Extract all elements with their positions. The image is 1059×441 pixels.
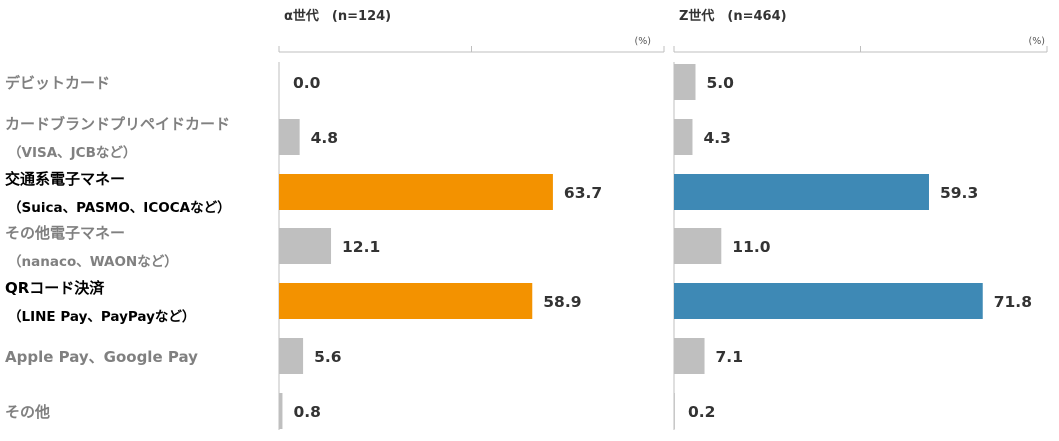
- bar: [674, 283, 983, 319]
- bar: [279, 174, 553, 210]
- series-title: Z世代 (n=464): [679, 8, 787, 24]
- panel-z: Z世代 (n=464) (%) 5.0 4.3 59.3 11.0 71.8 7.1 0.2: [673, 8, 1048, 430]
- category-label: Apple Pay、Google Pay: [5, 348, 198, 366]
- bar: [674, 174, 929, 210]
- category-label: カードブランドプリペイドカード: [5, 115, 230, 133]
- category-sublabel: （LINE Pay、PayPayなど）: [8, 309, 195, 325]
- data-label: 59.3: [940, 184, 978, 202]
- data-label: 5.0: [707, 74, 735, 92]
- data-label: 0.2: [688, 403, 715, 421]
- data-label: 4.8: [311, 129, 338, 147]
- bar: [674, 228, 722, 264]
- data-label: 0.8: [293, 403, 320, 421]
- data-label: 4.3: [703, 129, 730, 147]
- bar: [279, 283, 533, 319]
- category-label: その他電子マネー: [5, 224, 125, 242]
- panel-alpha: α世代 (n=124) (%) 0.0 4.8 63.7 12.1 58.9 5.6 0.8: [278, 8, 665, 430]
- series-title: α世代 (n=124): [284, 8, 391, 24]
- chart-panels: α世代 (n=124) (%) 0.0 4.8 63.7 12.1 58.9 5.6 0.8 Z世…: [278, 8, 1048, 430]
- category-sublabel: （VISA、JCBなど）: [8, 145, 136, 161]
- data-label: 7.1: [716, 348, 743, 366]
- category-sublabel: （Suica、PASMO、ICOCAなど）: [8, 200, 231, 216]
- bar: [674, 338, 705, 374]
- category-label: その他: [5, 403, 50, 421]
- bar: [279, 393, 283, 429]
- category-sublabel: （nanaco、WAONなど）: [8, 254, 178, 270]
- bar: [674, 64, 696, 100]
- data-label: 11.0: [732, 238, 770, 256]
- bar: [279, 119, 300, 155]
- unit-label: (%): [1029, 36, 1045, 47]
- data-label: 0.0: [293, 74, 321, 92]
- bar: [279, 338, 304, 374]
- data-label: 58.9: [543, 293, 581, 311]
- category-label: デビットカード: [5, 74, 110, 92]
- unit-label: (%): [635, 36, 651, 47]
- category-label: 交通系電子マネー: [5, 170, 125, 188]
- data-label: 12.1: [342, 238, 380, 256]
- bar: [279, 228, 332, 264]
- data-label: 63.7: [564, 184, 602, 202]
- data-label: 71.8: [994, 293, 1032, 311]
- bar: [674, 393, 675, 429]
- data-label: 5.6: [314, 348, 341, 366]
- category-label: QRコード決済: [5, 279, 105, 297]
- bar: [674, 119, 693, 155]
